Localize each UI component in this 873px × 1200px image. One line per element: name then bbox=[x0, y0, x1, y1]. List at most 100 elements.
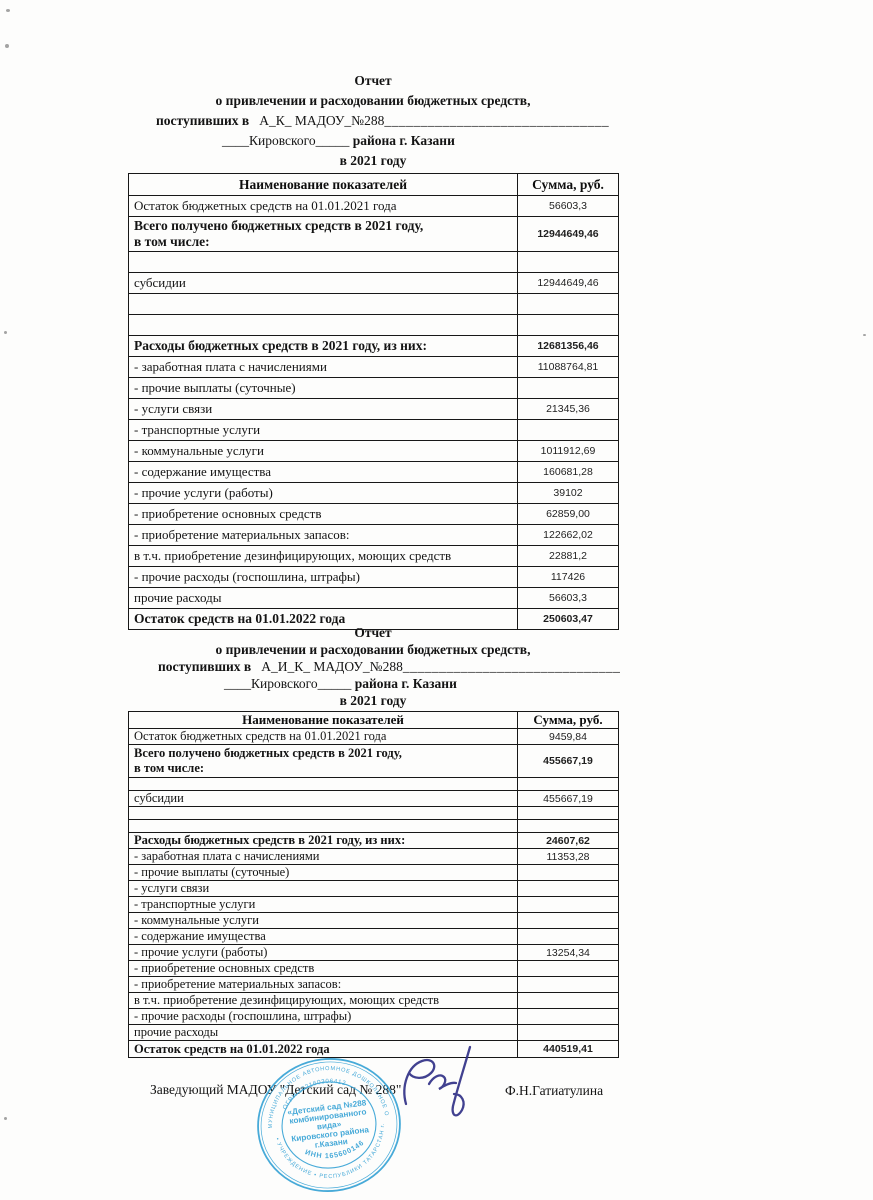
row-value: 160681,28 bbox=[517, 461, 619, 483]
report-subtitle: о привлечении и расходовании бюджетных с… bbox=[215, 93, 531, 108]
table-row: Всего получено бюджетных средств в 2021 … bbox=[128, 216, 619, 252]
row-value: 56603,3 bbox=[517, 587, 619, 609]
row-label: Остаток средств на 01.01.2022 года bbox=[128, 608, 518, 630]
row-value: 12944649,46 bbox=[517, 216, 619, 252]
report-subtitle: о привлечении и расходовании бюджетных с… bbox=[215, 642, 531, 657]
row-value bbox=[517, 777, 619, 791]
table-row: прочие расходы 56603,3 bbox=[128, 587, 619, 609]
row-label: - услуги связи bbox=[128, 880, 518, 897]
row-label bbox=[128, 251, 518, 273]
report-district-line: ____Кировского_____ района г. Казани bbox=[128, 675, 618, 692]
scan-speck bbox=[4, 331, 7, 334]
row-label: - содержание имущества bbox=[128, 461, 518, 483]
row-label: в т.ч. приобретение дезинфицирующих, мою… bbox=[128, 992, 518, 1009]
row-label: - приобретение основных средств bbox=[128, 960, 518, 977]
report-recipient-line: поступивших в А_К_ МАДОУ_№288___________… bbox=[128, 111, 618, 131]
row-value: 455667,19 bbox=[517, 790, 619, 807]
row-label: Расходы бюджетных средств в 2021 году, и… bbox=[128, 335, 518, 357]
footer-position-label: Заведующий МАДОУ "Детский сад № 288" bbox=[150, 1082, 402, 1097]
table-row: - приобретение материальных запасов: 1226… bbox=[128, 524, 619, 546]
row-value bbox=[517, 864, 619, 881]
row-label: - приобретение материальных запасов: bbox=[128, 976, 518, 993]
table-row: в т.ч. приобретение дезинфицирующих, мою… bbox=[128, 545, 619, 567]
report-2-header: Отчет о привлечении и расходовании бюдже… bbox=[128, 624, 620, 709]
row-value: 250603,47 bbox=[517, 608, 619, 630]
table-row: - транспортные услуги bbox=[128, 896, 619, 913]
row-value: 39102 bbox=[517, 482, 619, 504]
stamp-outer-circle bbox=[257, 1058, 401, 1192]
row-value: 62859,00 bbox=[517, 503, 619, 525]
row-label: Всего получено бюджетных средств в 2021 … bbox=[128, 216, 518, 252]
row-label: - прочие выплаты (суточные) bbox=[128, 864, 518, 881]
row-value bbox=[517, 928, 619, 945]
row-value: 1011912,69 bbox=[517, 440, 619, 462]
row-value: 22881,2 bbox=[517, 545, 619, 567]
row-label: - коммунальные услуги bbox=[128, 440, 518, 462]
handwritten-signature bbox=[403, 1045, 472, 1117]
table-row: Всего получено бюджетных средств в 2021 … bbox=[128, 744, 619, 778]
table-row: - услуги связи bbox=[128, 880, 619, 897]
table-row: субсидии 455667,19 bbox=[128, 790, 619, 807]
col-header-name: Наименование показателей bbox=[128, 711, 518, 729]
row-value: 13254,34 bbox=[517, 944, 619, 961]
row-value: 21345,36 bbox=[517, 398, 619, 420]
table-row bbox=[128, 314, 619, 336]
row-label bbox=[128, 314, 518, 336]
table-row: - прочие выплаты (суточные) bbox=[128, 864, 619, 881]
row-value bbox=[517, 1008, 619, 1025]
row-label: - прочие расходы (госпошлина, штрафы) bbox=[128, 1008, 518, 1025]
table-row: - транспортные услуги bbox=[128, 419, 619, 441]
row-value: 122662,02 bbox=[517, 524, 619, 546]
table-header-row: Наименование показателей Сумма, руб. bbox=[128, 711, 619, 729]
report-section-1: Отчет о привлечении и расходовании бюдже… bbox=[128, 71, 619, 630]
row-value bbox=[517, 314, 619, 336]
row-label bbox=[128, 293, 518, 315]
row-value: 12944649,46 bbox=[517, 272, 619, 294]
table-row bbox=[128, 819, 619, 833]
row-label: Расходы бюджетных средств в 2021 году, и… bbox=[128, 832, 518, 849]
table-row: - содержание имущества 160681,28 bbox=[128, 461, 619, 483]
recipient-label: поступивших в bbox=[156, 113, 250, 128]
row-label: - прочие услуги (работы) bbox=[128, 482, 518, 504]
row-value: 455667,19 bbox=[517, 744, 619, 778]
table-row: - прочие услуги (работы) 39102 bbox=[128, 482, 619, 504]
row-label bbox=[128, 806, 518, 820]
table-row bbox=[128, 293, 619, 315]
col-header-sum: Сумма, руб. bbox=[517, 173, 619, 196]
report-1-header: Отчет о привлечении и расходовании бюдже… bbox=[128, 71, 618, 171]
scan-speck bbox=[4, 1117, 7, 1120]
org-name: А_К_ МАДОУ_№288 bbox=[259, 113, 385, 128]
row-label: - содержание имущества bbox=[128, 928, 518, 945]
org-name: А_И_К_ МАДОУ_№288 bbox=[261, 659, 403, 674]
row-value: 56603,3 bbox=[517, 195, 619, 217]
stamp-outer-circle-2 bbox=[260, 1061, 398, 1189]
report-year-line: в 2021 году bbox=[339, 153, 407, 168]
recipient-label: поступивших в bbox=[158, 659, 252, 674]
row-label: - приобретение основных средств bbox=[128, 503, 518, 525]
table-row: - содержание имущества bbox=[128, 928, 619, 945]
table-row: - приобретение материальных запасов: bbox=[128, 976, 619, 993]
budget-table-2: Наименование показателей Сумма, руб. Ост… bbox=[128, 711, 619, 1058]
scan-speck bbox=[5, 44, 9, 48]
table-row: Остаток бюджетных средств на 01.01.2021 … bbox=[128, 728, 619, 745]
report-section-2: Отчет о привлечении и расходовании бюдже… bbox=[128, 624, 620, 1058]
scan-speck bbox=[6, 9, 10, 12]
table-row bbox=[128, 777, 619, 791]
table-row: в т.ч. приобретение дезинфицирующих, мою… bbox=[128, 992, 619, 1009]
stamp-inner-circle bbox=[281, 1081, 377, 1169]
table-row: - прочие расходы (госпошлина, штрафы) 117… bbox=[128, 566, 619, 588]
table-row: - заработная плата с начислениями 11353,2… bbox=[128, 848, 619, 865]
budget-table-1: Наименование показателей Сумма, руб. Ост… bbox=[128, 173, 619, 630]
row-label: - прочие расходы (госпошлина, штрафы) bbox=[128, 566, 518, 588]
org-underline: _______________________________ bbox=[384, 113, 610, 128]
table-row: Расходы бюджетных средств в 2021 году, и… bbox=[128, 335, 619, 357]
report-title: Отчет bbox=[354, 625, 392, 640]
table-row: - прочие услуги (работы) 13254,34 bbox=[128, 944, 619, 961]
row-label: - коммунальные услуги bbox=[128, 912, 518, 929]
row-label: в т.ч. приобретение дезинфицирующих, мою… bbox=[128, 545, 518, 567]
row-label: - прочие выплаты (суточные) bbox=[128, 377, 518, 399]
signer-name: Ф.Н.Гатиатулина bbox=[505, 1083, 604, 1098]
table-row: - приобретение основных средств bbox=[128, 960, 619, 977]
col-header-sum: Сумма, руб. bbox=[517, 711, 619, 729]
